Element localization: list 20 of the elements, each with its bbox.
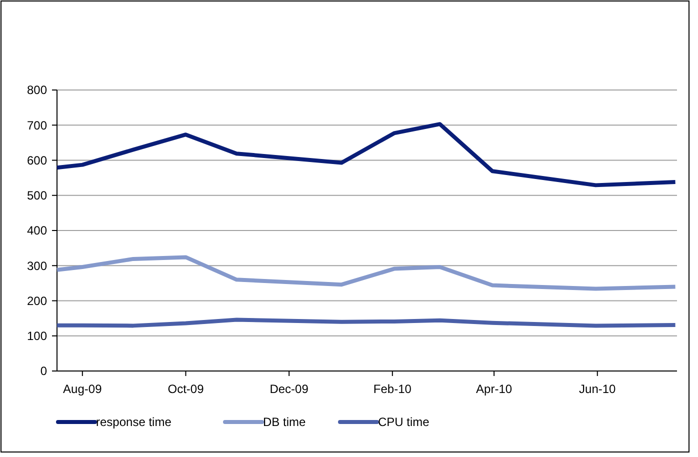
legend-label: CPU time (378, 415, 430, 429)
y-tick-label: 800 (26, 83, 48, 98)
y-tick-label: 100 (26, 329, 48, 344)
y-tick-label: 300 (26, 258, 48, 273)
line-series (55, 255, 678, 291)
x-tick-label: Apr-10 (476, 382, 512, 396)
x-tick-label: Oct-09 (168, 382, 204, 396)
x-tick-label: Aug-09 (63, 382, 102, 396)
x-tick-label: Jun-10 (579, 382, 616, 396)
y-tick-label: 600 (26, 153, 48, 168)
y-tick-label: 0 (40, 364, 48, 378)
line-series (55, 122, 678, 188)
legend-label: response time (96, 415, 172, 429)
y-tick-label: 500 (26, 188, 48, 203)
legend-label: DB time (263, 415, 306, 429)
x-tick-label: Feb-10 (373, 382, 412, 396)
y-tick-label: 700 (26, 118, 48, 132)
y-tick-label: 200 (26, 294, 48, 308)
x-tick-label: Dec-09 (270, 382, 309, 396)
y-tick-label: 400 (26, 224, 48, 238)
